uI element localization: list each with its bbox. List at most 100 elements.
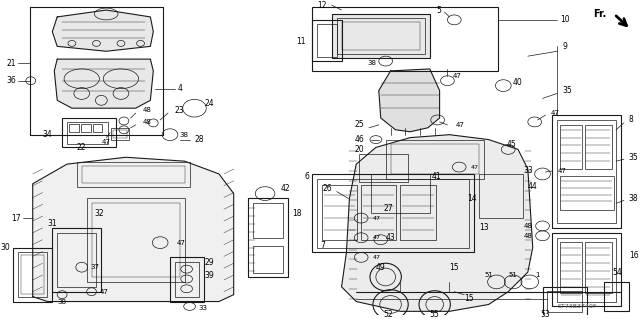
Text: 41: 41 (432, 172, 442, 182)
Bar (543, 287, 587, 316)
Bar (585, 242, 612, 293)
Text: ST73B3740F: ST73B3740F (557, 304, 596, 309)
Text: 42: 42 (281, 184, 291, 193)
Bar (175, 262, 200, 297)
Text: 30: 30 (1, 243, 10, 252)
Text: 21: 21 (6, 59, 16, 68)
Bar (18, 252, 47, 297)
Text: 16: 16 (629, 251, 639, 260)
Bar (13, 248, 52, 301)
Bar (371, 174, 430, 213)
Bar (86, 198, 185, 282)
Bar (111, 128, 129, 140)
Text: 10: 10 (560, 15, 570, 24)
Polygon shape (52, 10, 154, 51)
Text: 47: 47 (99, 289, 108, 295)
Bar (253, 246, 283, 273)
Text: 39: 39 (204, 271, 214, 279)
Bar (82, 166, 185, 183)
Text: 33: 33 (523, 167, 532, 175)
Text: 38: 38 (629, 194, 639, 203)
Text: 48: 48 (524, 233, 532, 239)
Text: 33: 33 (198, 305, 207, 311)
Text: 15: 15 (464, 294, 474, 303)
Text: 35: 35 (629, 153, 639, 162)
Text: 31: 31 (47, 219, 57, 227)
Text: 34: 34 (43, 130, 52, 139)
Text: 47: 47 (550, 110, 559, 116)
Bar (552, 233, 621, 307)
Text: 35: 35 (562, 86, 572, 95)
Bar (81, 124, 90, 132)
Text: 46: 46 (355, 135, 364, 144)
Text: 38: 38 (58, 299, 67, 305)
Bar (312, 7, 499, 71)
Bar (253, 204, 283, 238)
Text: 43: 43 (386, 233, 396, 242)
Bar (93, 124, 102, 132)
Bar (604, 282, 629, 311)
Text: 47: 47 (373, 216, 381, 221)
Bar (342, 22, 420, 50)
Text: 24: 24 (204, 99, 214, 108)
Bar (552, 115, 621, 228)
Text: 29: 29 (204, 258, 214, 267)
Text: 47: 47 (373, 255, 381, 260)
Text: 45: 45 (506, 140, 516, 149)
Bar (361, 185, 396, 240)
Polygon shape (33, 157, 234, 301)
Bar (560, 125, 582, 169)
Text: 5: 5 (436, 5, 442, 15)
Text: 47: 47 (452, 73, 461, 79)
Text: 47: 47 (557, 168, 566, 174)
Bar (557, 120, 616, 223)
Text: 12: 12 (317, 1, 326, 10)
Text: 18: 18 (292, 209, 302, 218)
Polygon shape (379, 69, 440, 132)
Text: 14: 14 (467, 194, 477, 203)
Bar (77, 162, 189, 187)
Text: 4: 4 (178, 84, 182, 93)
Bar (317, 24, 337, 57)
Text: 25: 25 (355, 120, 364, 130)
Text: 8: 8 (629, 115, 634, 124)
Bar (67, 122, 108, 144)
Text: 37: 37 (90, 264, 100, 270)
Text: 27: 27 (384, 204, 394, 213)
Bar (557, 238, 616, 301)
Text: Fr.: Fr. (593, 9, 606, 19)
Text: 47: 47 (177, 240, 186, 246)
Polygon shape (54, 59, 154, 108)
Bar (62, 118, 116, 147)
Bar (322, 185, 357, 240)
Text: 49: 49 (376, 263, 386, 272)
Bar (479, 174, 523, 218)
Text: 48: 48 (143, 107, 152, 113)
Text: 20: 20 (355, 145, 364, 154)
Bar (386, 140, 484, 179)
Text: 23: 23 (175, 106, 184, 115)
Text: 26: 26 (322, 184, 332, 193)
Text: 6: 6 (304, 172, 309, 182)
Text: 44: 44 (528, 182, 538, 191)
Text: 1: 1 (536, 272, 540, 278)
Text: 38: 38 (180, 132, 189, 138)
Text: 52: 52 (384, 310, 394, 319)
Text: 47: 47 (373, 235, 381, 240)
Text: 9: 9 (562, 42, 567, 51)
Polygon shape (342, 135, 532, 311)
Text: 51: 51 (509, 272, 518, 278)
Text: 38: 38 (368, 60, 377, 66)
Text: 51: 51 (484, 272, 493, 278)
Text: 40: 40 (513, 78, 523, 87)
Text: 28: 28 (195, 135, 204, 144)
Bar (312, 174, 474, 252)
Text: 17: 17 (12, 214, 21, 223)
Bar (57, 233, 97, 287)
Bar (560, 242, 582, 293)
Text: 48: 48 (524, 223, 532, 229)
Bar (21, 256, 44, 294)
Text: 36: 36 (6, 76, 16, 85)
Text: 15: 15 (449, 263, 459, 272)
Text: 13: 13 (479, 223, 488, 233)
